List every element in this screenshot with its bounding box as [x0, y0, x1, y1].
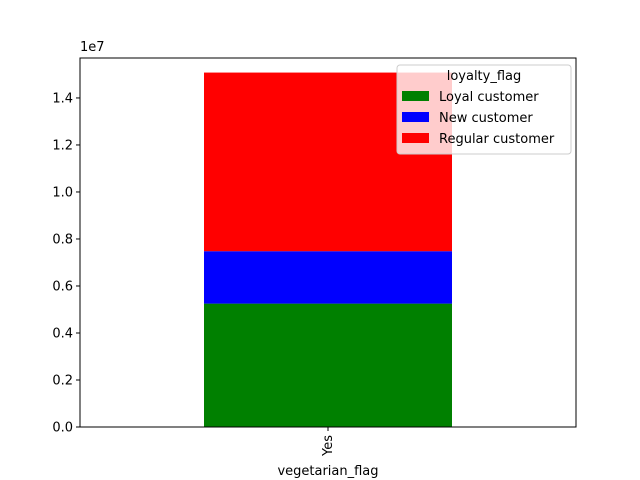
legend-swatch [402, 112, 429, 122]
y-tick-label: 1.4 [52, 91, 73, 106]
y-tick-label: 0.6 [52, 279, 73, 294]
bar-segment-new-customer [204, 251, 452, 304]
plot-frame [79, 57, 577, 428]
legend-title: loyalty_flag [447, 69, 522, 84]
y-tick-label: 1.0 [52, 185, 73, 200]
legend-entry: Regular customer [439, 132, 555, 147]
bar-segment-loyal-customer [204, 303, 452, 427]
x-tick-label: Yes [321, 435, 336, 457]
legend-entry: Loyal customer [439, 90, 539, 105]
legend-entry: New customer [439, 111, 533, 126]
y-tick-label: 0.8 [52, 232, 73, 247]
y-tick-label: 0.2 [52, 373, 73, 388]
legend-swatch [402, 91, 429, 101]
legend-box [396, 64, 572, 155]
legend-swatch [402, 133, 429, 143]
y-tick-label: 0.4 [52, 326, 73, 341]
y-tick-label: 0.0 [52, 421, 73, 436]
y-axis-offset-text: 1e7 [80, 40, 105, 55]
y-tick-label: 1.2 [52, 138, 73, 153]
x-axis-label: vegetarian_flag [277, 464, 378, 479]
